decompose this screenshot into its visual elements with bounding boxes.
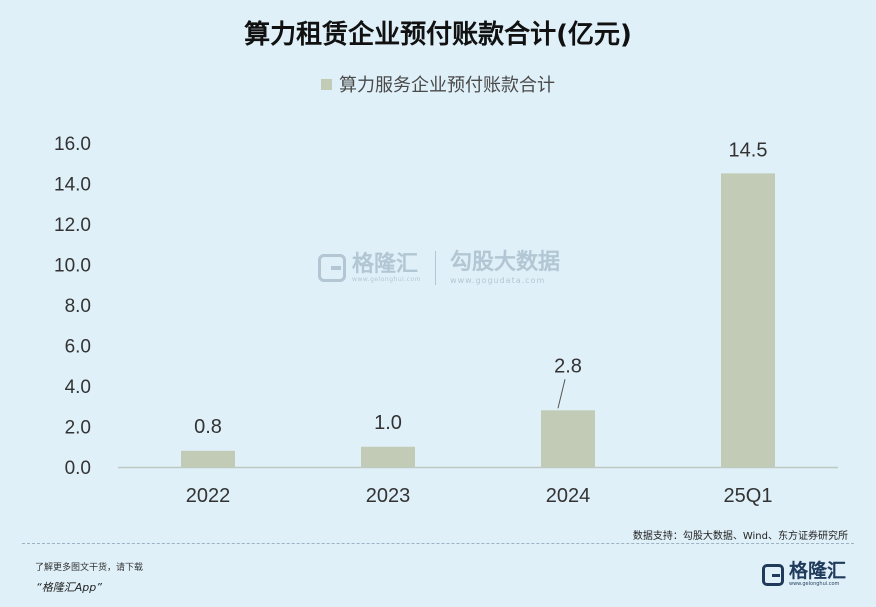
y-tick-label: 10.0 — [54, 256, 91, 277]
y-tick-label: 2.0 — [65, 418, 91, 439]
watermark: 格隆汇 www.gelonghui.com 勾股大数据 www.gogudata… — [318, 248, 560, 288]
bar — [361, 446, 415, 467]
data-label: 1.0 — [374, 412, 402, 434]
footer-logo-brand: 格隆汇 — [788, 560, 846, 582]
x-tick-label: 2022 — [186, 485, 231, 507]
gelonghui-logo-icon — [761, 563, 784, 586]
data-label-leader — [557, 379, 566, 409]
watermark-brand: 格隆汇 — [352, 251, 419, 277]
y-tick-label: 12.0 — [54, 215, 91, 236]
watermark-brand-url: www.gelonghui.com — [352, 275, 422, 283]
y-tick-label: 4.0 — [65, 377, 91, 398]
gelonghui-logo-icon — [318, 254, 346, 282]
footer-logo: 格隆汇 www.gelonghui.com — [761, 560, 846, 587]
y-tick-label: 8.0 — [65, 296, 91, 317]
legend-label: 算力服务企业预付账款合计 — [339, 75, 555, 96]
bar-chart: 0.0 2.0 4.0 6.0 8.0 10.0 12.0 14.0 16.0 2022 0.8 20… — [54, 134, 838, 507]
x-tick-label: 25Q1 — [724, 485, 773, 507]
y-tick-label: 0.0 — [65, 458, 91, 479]
footer-logo-url: www.gelonghui.com — [788, 581, 840, 587]
bar — [181, 450, 235, 467]
divider — [22, 543, 854, 544]
promo-line-2: “格隆汇App” — [36, 581, 102, 594]
data-label: 0.8 — [194, 416, 222, 438]
y-tick-label: 14.0 — [54, 175, 91, 196]
x-tick-label: 2024 — [546, 485, 591, 507]
promo-line-1: 了解更多图文干货，请下载 — [35, 563, 144, 573]
source-note: 数据支持：勾股大数据、Wind、东方证券研究所 — [632, 531, 848, 542]
watermark-separator — [435, 251, 437, 285]
data-label: 2.8 — [554, 355, 582, 377]
x-tick-label: 2023 — [366, 485, 411, 507]
y-tick-label: 6.0 — [65, 337, 91, 358]
chart-title: 算力租赁企业预付账款合计(亿元) — [244, 20, 632, 50]
y-tick-label: 16.0 — [54, 134, 91, 155]
watermark-partner-url: www.gogudata.com — [450, 275, 546, 285]
watermark-partner: 勾股大数据 — [450, 249, 561, 275]
bar — [541, 410, 595, 467]
legend: 算力服务企业预付账款合计 — [0, 71, 876, 97]
legend-swatch — [321, 78, 332, 90]
data-label: 14.5 — [729, 139, 768, 161]
bar — [721, 173, 775, 467]
